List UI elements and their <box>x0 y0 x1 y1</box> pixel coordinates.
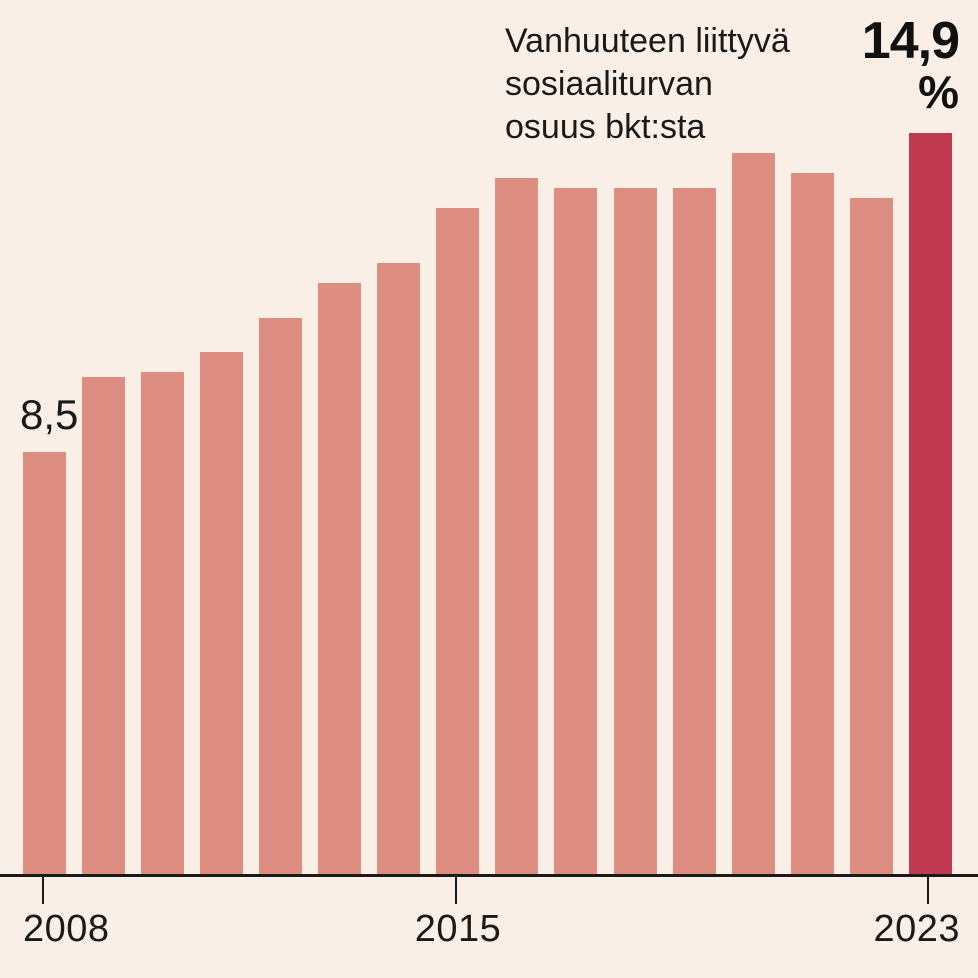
latest-value-callout: 14,9 % <box>861 12 960 118</box>
bar-2018 <box>614 188 657 876</box>
chart-title-line-1: Vanhuuteen liittyvä <box>505 22 790 60</box>
bar-2009 <box>82 377 125 876</box>
latest-value-unit: % <box>918 66 959 118</box>
bar-2016 <box>495 178 538 876</box>
bar-2012 <box>259 318 302 876</box>
bar-2014 <box>377 263 420 876</box>
chart-title: Vanhuuteen liittyvä sosiaaliturvan osuus… <box>505 20 790 149</box>
chart-title-line-2: sosiaaliturvan <box>505 65 713 103</box>
latest-value-number: 14,9 <box>861 12 960 70</box>
bar-2023 <box>909 133 952 876</box>
bar-2015 <box>436 208 479 876</box>
x-axis-label-2023: 2023 <box>873 908 960 950</box>
x-axis-tick-2023 <box>927 877 929 904</box>
bar-2021 <box>791 173 834 876</box>
x-axis-tick-2015 <box>455 877 457 904</box>
bar-2013 <box>318 283 361 876</box>
plot-area <box>23 133 952 876</box>
first-bar-value-label: 8,5 <box>20 391 79 438</box>
bar-2019 <box>673 188 716 876</box>
chart-title-line-3: osuus bkt:sta <box>505 108 706 146</box>
x-axis-tick-2008 <box>42 877 44 904</box>
x-axis-label-2015: 2015 <box>414 908 502 950</box>
bar-2022 <box>850 198 893 876</box>
bar-2020 <box>732 153 775 876</box>
bar-2017 <box>554 188 597 876</box>
bar-2008 <box>23 452 66 876</box>
x-axis-line <box>0 874 978 877</box>
bar-2010 <box>141 372 184 876</box>
x-axis-label-2008: 2008 <box>23 908 110 950</box>
bar-2011 <box>200 352 243 876</box>
